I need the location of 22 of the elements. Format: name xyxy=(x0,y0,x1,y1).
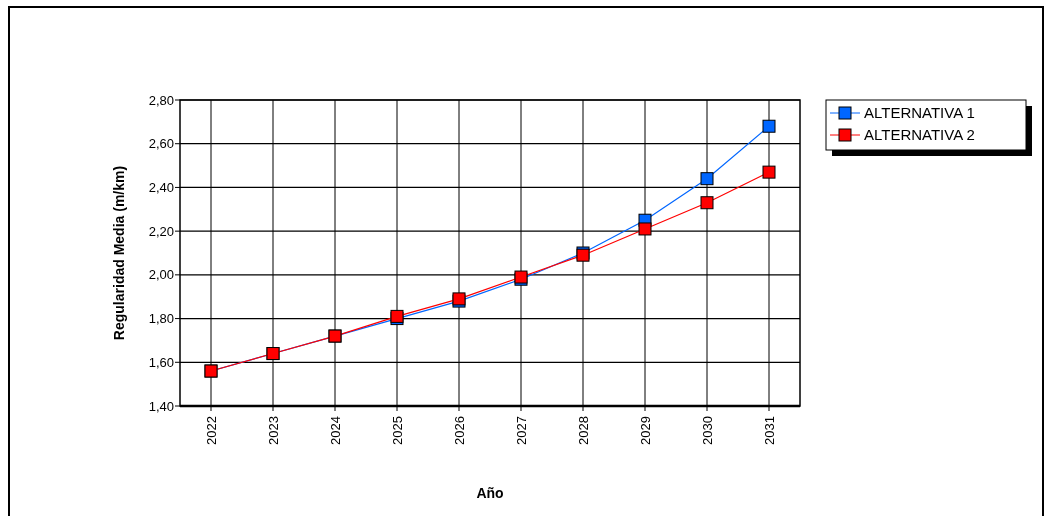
y-tick-label: 2,00 xyxy=(148,267,174,283)
legend-label: ALTERNATIVA 2 xyxy=(864,126,975,144)
x-tick-label: 2023 xyxy=(266,416,281,445)
x-tick-label: 2024 xyxy=(328,416,343,445)
y-tick-label: 1,60 xyxy=(148,354,174,370)
x-tick-label: 2028 xyxy=(576,416,591,445)
x-tick-label: 2026 xyxy=(452,416,467,445)
x-tick-label: 2025 xyxy=(390,416,405,445)
y-tick-label: 2,60 xyxy=(148,136,174,152)
y-tick-label: 2,20 xyxy=(148,223,174,239)
x-tick-label: 2029 xyxy=(638,416,653,445)
y-axis-title: Regularidad Media (m/km) xyxy=(111,165,127,341)
y-tick-label: 2,40 xyxy=(148,179,174,195)
x-tick-label: 2022 xyxy=(204,416,219,445)
x-axis-title: Año xyxy=(476,485,504,501)
x-tick-label: 2030 xyxy=(700,416,715,445)
y-tick-label: 1,80 xyxy=(148,311,174,327)
x-tick-label: 2031 xyxy=(762,416,777,445)
y-tick-label: 2,80 xyxy=(148,92,174,108)
x-tick-label: 2027 xyxy=(514,416,529,445)
y-tick-label: 1,40 xyxy=(148,398,174,414)
legend-label: ALTERNATIVA 1 xyxy=(864,104,975,122)
